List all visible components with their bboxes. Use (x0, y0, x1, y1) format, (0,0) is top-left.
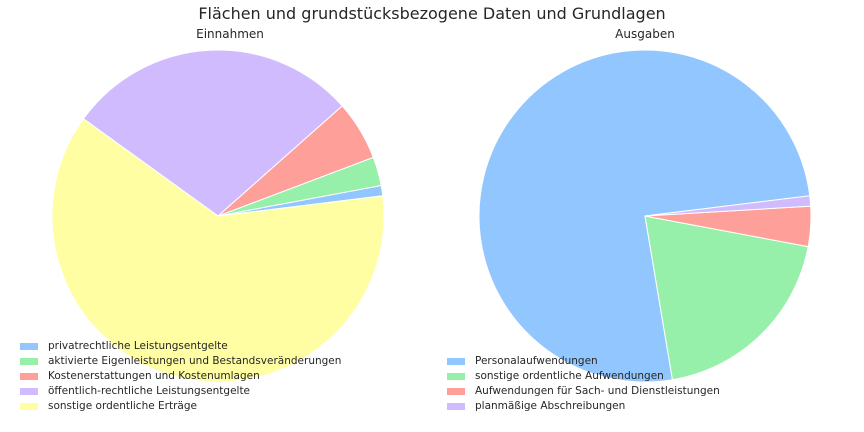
pie-slice (644, 215, 809, 381)
legend-swatch (20, 388, 38, 395)
legend-swatch (447, 403, 465, 410)
legend-label: Aufwendungen für Sach- und Dienstleistun… (475, 385, 720, 397)
pie-slice (478, 49, 811, 383)
legend-label: planmäßige Abschreibungen (475, 400, 626, 412)
pie-title-einnahmen: Einnahmen (196, 27, 264, 41)
figure-title: Flächen und grundstücksbezogene Daten un… (198, 4, 666, 23)
legend-ausgaben: Personalaufwendungen sonstige ordentliche… (447, 354, 720, 414)
legend-item: Kostenerstattungen und Kostenumlagen (20, 369, 341, 384)
legend-swatch (20, 358, 38, 365)
legend-item: öffentlich-rechtliche Leistungsentgelte (20, 384, 341, 399)
legend-item: sonstige ordentliche Erträge (20, 399, 341, 414)
legend-swatch (20, 343, 38, 350)
legend-label: Kostenerstattungen und Kostenumlagen (48, 370, 260, 382)
pie-slice (51, 118, 385, 383)
legend-label: öffentlich-rechtliche Leistungsentgelte (48, 385, 251, 397)
legend-label: sonstige ordentliche Erträge (48, 400, 197, 412)
legend-label: aktivierte Eigenleistungen und Bestandsv… (48, 355, 342, 367)
legend-label: privatrechtliche Leistungsentgelte (48, 340, 228, 352)
legend-swatch (20, 373, 38, 380)
pie-title-ausgaben: Ausgaben (615, 27, 675, 41)
pie-slice (644, 195, 812, 217)
legend-einnahmen: privatrechtliche Leistungsentgelte aktivi… (20, 339, 341, 414)
legend-label: sonstige ordentliche Aufwendungen (475, 370, 664, 382)
legend-swatch (447, 358, 465, 365)
legend-swatch (447, 373, 465, 380)
legend-item: planmäßige Abschreibungen (447, 399, 720, 414)
legend-item: sonstige ordentliche Aufwendungen (447, 369, 720, 384)
legend-swatch (20, 403, 38, 410)
legend-item: aktivierte Eigenleistungen und Bestandsv… (20, 354, 341, 369)
legend-label: Personalaufwendungen (475, 355, 598, 367)
legend-item: Aufwendungen für Sach- und Dienstleistun… (447, 384, 720, 399)
legend-item: privatrechtliche Leistungsentgelte (20, 339, 341, 354)
legend-swatch (447, 388, 465, 395)
legend-item: Personalaufwendungen (447, 354, 720, 369)
pie-slice (82, 49, 343, 217)
